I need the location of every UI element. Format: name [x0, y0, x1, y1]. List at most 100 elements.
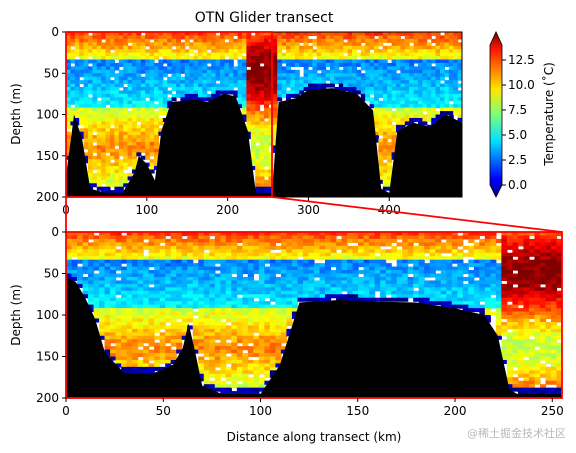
x-tick-label: 100	[135, 203, 158, 217]
temperature-cell	[286, 42, 291, 47]
temperature-cell	[114, 45, 120, 50]
temperature-cell	[407, 256, 414, 261]
temperature-cell	[378, 128, 384, 133]
temperature-cell	[236, 290, 243, 295]
temperature-cell	[517, 235, 525, 240]
temperature-cell	[132, 325, 139, 330]
temperature-cell	[250, 49, 256, 54]
temperature-cell	[506, 325, 513, 330]
temperature-cell	[286, 45, 291, 50]
temperature-cell	[512, 290, 519, 295]
temperature-cell	[528, 315, 536, 320]
temperature-cell	[269, 359, 277, 365]
temperature-cell	[228, 32, 234, 37]
temperature-cell	[422, 93, 428, 98]
temperature-cell	[148, 318, 155, 323]
temperature-cell	[118, 59, 124, 64]
temperature-cell	[176, 49, 181, 54]
temperature-cell	[369, 80, 375, 85]
temperature-cell	[132, 90, 137, 95]
temperature-cell	[143, 263, 150, 268]
temperature-cell	[115, 318, 122, 323]
temperature-cell	[162, 35, 168, 40]
temperature-cell	[214, 297, 221, 302]
temperature-cell	[391, 80, 397, 85]
temperature-cell	[506, 294, 513, 299]
temperature-cell	[136, 128, 142, 133]
temperature-cell	[228, 35, 234, 40]
y-tick-label: 0	[51, 25, 59, 39]
temperature-cell	[365, 90, 371, 95]
temperature-cell	[242, 332, 249, 337]
temperature-cell	[140, 100, 146, 105]
temperature-cell	[404, 87, 410, 92]
temperature-cell	[517, 259, 525, 264]
temperature-cell	[224, 69, 230, 74]
temperature-cell	[66, 100, 71, 105]
temperature-cell	[264, 328, 271, 333]
temperature-cell	[302, 263, 310, 268]
temperature-cell	[369, 59, 375, 64]
temperature-cell	[231, 391, 238, 396]
temperature-cell	[435, 100, 441, 105]
temperature-cell	[82, 252, 89, 257]
temperature-cell	[115, 290, 122, 295]
temperature-cell	[180, 87, 186, 92]
temperature-cell	[539, 238, 547, 243]
temperature-cell	[132, 73, 137, 78]
temperature-cell	[264, 62, 269, 67]
temperature-cell	[79, 35, 85, 40]
temperature-cell	[74, 32, 80, 37]
temperature-cell	[236, 346, 243, 351]
temperature-cell	[189, 76, 195, 81]
temperature-cell	[512, 370, 519, 375]
temperature-cell	[391, 76, 397, 81]
temperature-cell	[127, 69, 133, 74]
temperature-cell	[126, 325, 133, 330]
temperature-cell	[495, 283, 502, 288]
temperature-cell	[387, 93, 393, 98]
temperature-cell	[118, 62, 124, 67]
temperature-cell	[88, 276, 95, 282]
temperature-cell	[272, 138, 278, 143]
temperature-cell	[385, 242, 392, 247]
temperature-cell	[140, 83, 146, 88]
temperature-cell	[167, 76, 173, 81]
temperature-cell	[369, 294, 376, 299]
temperature-cell	[126, 245, 133, 250]
temperature-cell	[187, 273, 194, 278]
temperature-cell	[523, 349, 530, 354]
temperature-cell	[360, 76, 366, 81]
temperature-cell	[66, 87, 71, 92]
temperature-cell	[343, 35, 349, 40]
temperature-cell	[431, 90, 437, 95]
temperature-cell	[418, 42, 423, 47]
temperature-cell	[275, 252, 282, 257]
temperature-cell	[167, 83, 173, 88]
temperature-cell	[418, 52, 423, 57]
temperature-cell	[184, 38, 190, 43]
temperature-cell	[83, 104, 89, 109]
temperature-cell	[358, 235, 365, 240]
temperature-cell	[154, 256, 161, 261]
temperature-cell	[236, 304, 243, 309]
temperature-cell	[236, 256, 243, 261]
temperature-cell	[258, 370, 265, 375]
temperature-cell	[264, 304, 271, 309]
temperature-cell	[88, 252, 95, 257]
temperature-cell	[187, 232, 194, 237]
temperature-cell	[272, 114, 278, 119]
temperature-cell	[209, 353, 216, 358]
temperature-cell	[105, 145, 111, 150]
temperature-cell	[145, 49, 151, 54]
temperature-cell	[280, 339, 288, 344]
temperature-cell	[118, 69, 124, 74]
temperature-cell	[473, 287, 480, 292]
temperature-cell	[352, 45, 357, 50]
temperature-cell	[253, 287, 260, 292]
temperature-cell	[297, 252, 304, 257]
temperature-cell	[334, 52, 340, 57]
temperature-cell	[214, 235, 221, 240]
temperature-cell	[347, 73, 353, 78]
temperature-cell	[189, 45, 195, 50]
